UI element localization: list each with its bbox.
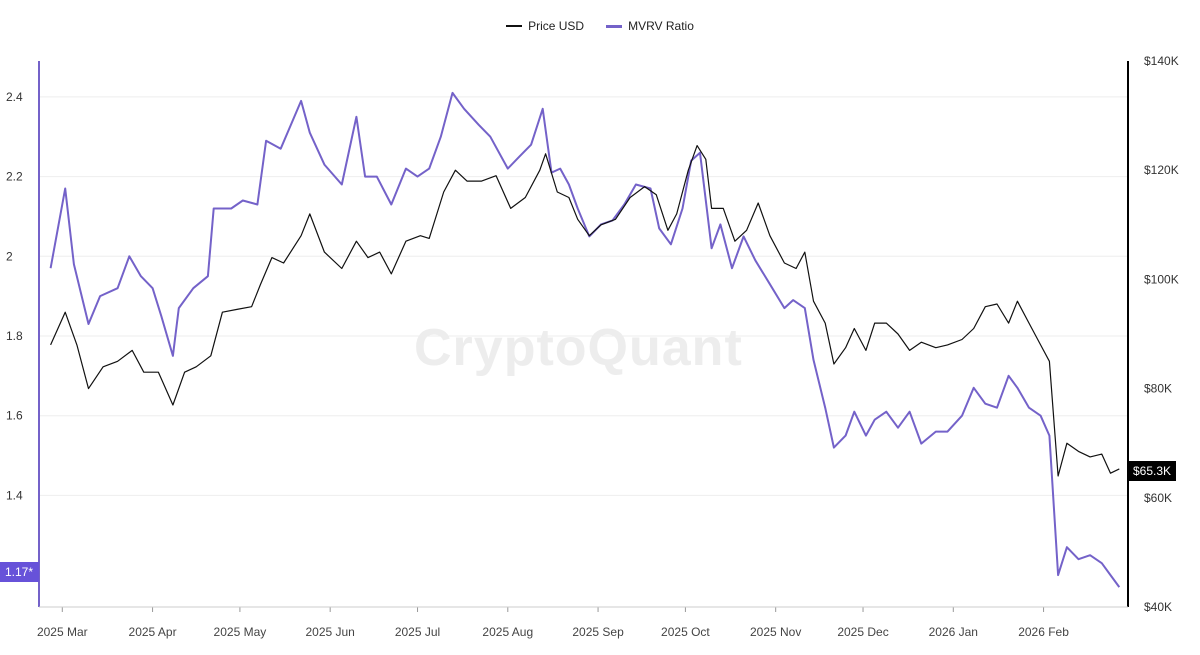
mvrv-swatch-icon xyxy=(606,24,623,28)
x-tick-label: 2025 Jul xyxy=(395,625,440,639)
y-left-tick-label: 2.2 xyxy=(6,170,23,184)
legend-label-price: Price USD xyxy=(528,19,585,33)
y-right-tick-label: $120K xyxy=(1144,163,1179,177)
x-tick-label: 2025 Sep xyxy=(572,625,624,639)
x-tick-label: 2025 Dec xyxy=(837,625,888,639)
y-left-tick-label: 1.6 xyxy=(6,409,23,423)
y-left-tick-label: 2.4 xyxy=(6,90,23,104)
y-right-tick-label: $100K xyxy=(1144,272,1179,286)
price-swatch-icon xyxy=(506,25,523,27)
left-axis-ticks: 1.4 1.6 1.8 2 2.2 2.4 xyxy=(6,90,23,503)
legend-item-mvrv[interactable]: MVRV Ratio xyxy=(606,19,694,33)
x-tick-label: 2025 May xyxy=(214,625,267,639)
x-tick-label: 2025 Oct xyxy=(661,625,710,639)
mvrv-current-tag: 1.17* xyxy=(0,562,39,582)
legend: Price USD MVRV Ratio xyxy=(0,19,1200,33)
watermark-logo: CryptoQuant xyxy=(414,319,743,377)
x-axis-ticks: 2025 Mar 2025 Apr 2025 May 2025 Jun 2025 Jul… xyxy=(37,607,1069,639)
price-usd-line xyxy=(50,145,1120,477)
y-right-tick-label: $60K xyxy=(1144,491,1172,505)
y-left-tick-label: 1.8 xyxy=(6,329,23,343)
y-right-tick-label: $80K xyxy=(1144,382,1172,396)
x-tick-label: 2025 Nov xyxy=(750,625,801,639)
x-tick-label: 2025 Aug xyxy=(482,625,533,639)
x-tick-label: 2025 Jun xyxy=(305,625,354,639)
y-left-tick-label: 2 xyxy=(6,249,13,263)
x-tick-label: 2026 Jan xyxy=(929,625,978,639)
price-current-tag: $65.3K xyxy=(1128,461,1177,481)
x-tick-label: 2026 Feb xyxy=(1018,625,1069,639)
y-left-tick-label: 1.4 xyxy=(6,488,23,502)
right-axis-ticks: $40K $60K $80K $100K $120K $140K xyxy=(1144,54,1179,614)
legend-label-mvrv: MVRV Ratio xyxy=(628,19,694,33)
series-lines xyxy=(49,91,1121,588)
gridlines xyxy=(39,96,1128,496)
y-right-tick-label: $40K xyxy=(1144,600,1172,614)
x-tick-label: 2025 Mar xyxy=(37,625,88,639)
legend-item-price[interactable]: Price USD xyxy=(506,19,584,33)
x-tick-label: 2025 Apr xyxy=(129,625,177,639)
y-right-tick-label: $140K xyxy=(1144,54,1179,68)
